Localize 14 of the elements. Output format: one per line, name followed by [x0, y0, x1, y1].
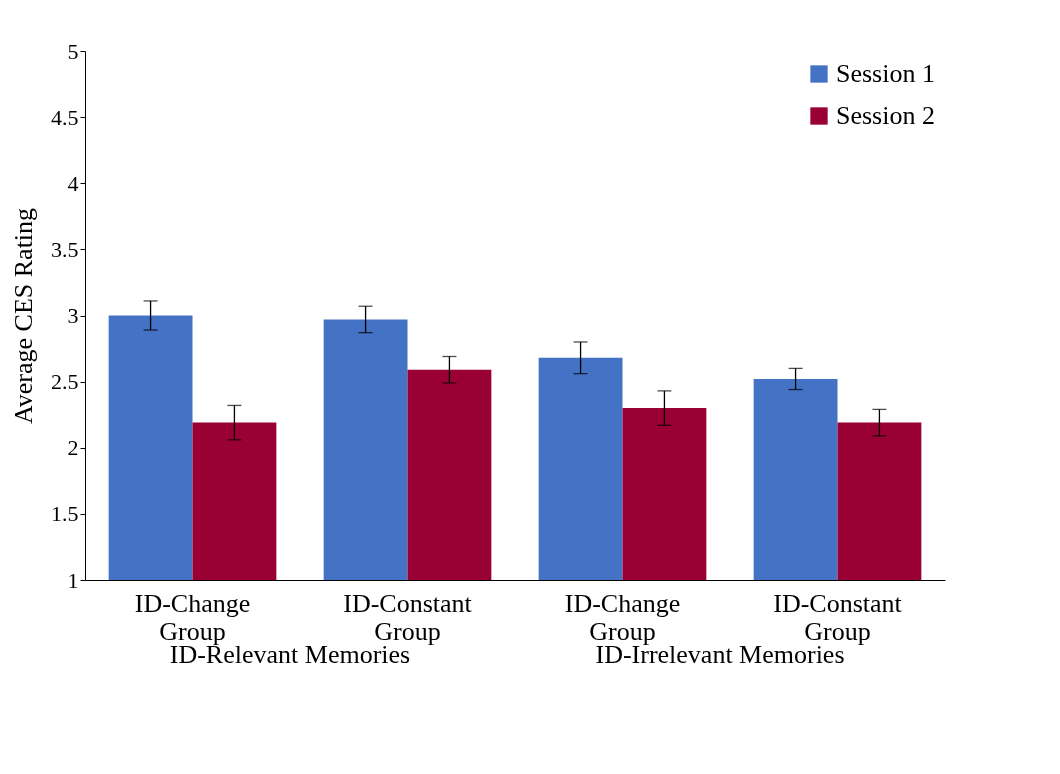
legend-label: Session 1: [836, 59, 935, 88]
y-tick-label: 4.5: [51, 104, 79, 130]
legend-label: Session 2: [836, 101, 935, 130]
y-tick-label: 1: [67, 567, 79, 593]
y-tick-label: 5: [67, 38, 79, 64]
y-tick-label: 4: [67, 170, 79, 196]
x-tick-label: ID-Constant Group: [343, 588, 473, 646]
x-tick-label: ID-Constant Group: [773, 588, 903, 646]
y-tick-label: 3.5: [51, 236, 79, 262]
y-tick-label: 1.5: [51, 501, 79, 527]
y-tick-label: 2: [67, 435, 79, 461]
y-tick-label: 2.5: [51, 369, 79, 395]
y-tick-label: 3: [67, 303, 79, 328]
y-axis-title: Average CES Rating: [9, 207, 38, 425]
